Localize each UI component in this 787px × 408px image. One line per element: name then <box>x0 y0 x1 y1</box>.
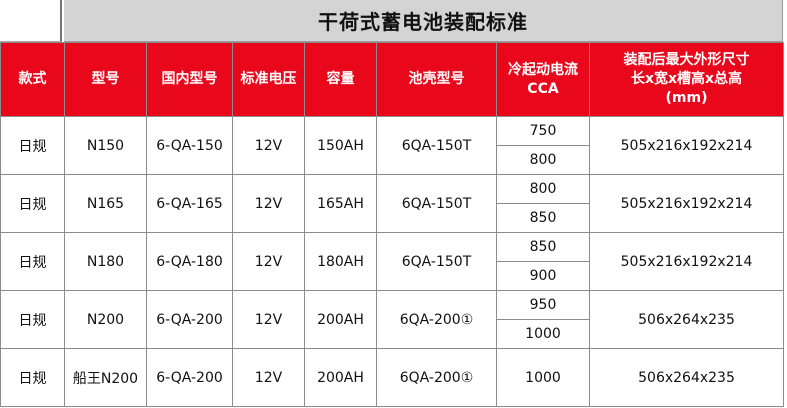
cell-model: N165 <box>64 174 147 233</box>
cell-dims: 505x216x192x214 <box>589 232 784 291</box>
cell-case: 6QA-200① <box>376 290 497 349</box>
cell-cca: 1000 <box>496 348 590 407</box>
header-case-model: 池壳型号 <box>376 42 497 117</box>
cell-cca: 850 <box>496 232 590 262</box>
cell-capacity: 180AH <box>304 232 377 291</box>
cell-capacity: 150AH <box>304 116 377 175</box>
corner-cell <box>0 0 62 42</box>
cell-model: 船王N200 <box>64 348 147 407</box>
table-row: 800 <box>1 145 784 175</box>
cell-capacity: 200AH <box>304 348 377 407</box>
cell-voltage: 12V <box>232 174 305 233</box>
cell-domestic: 6-QA-165 <box>146 174 233 233</box>
cell-cca: 800 <box>496 174 590 204</box>
cell-cca: 750 <box>496 116 590 146</box>
table-row: 日规 N150 6-QA-150 12V 150AH 6QA-150T 750 … <box>0 116 784 175</box>
cell-model: N180 <box>64 232 147 291</box>
cell-cca: 900 <box>496 261 590 291</box>
table-row: 日规 N200 6-QA-200 12V 200AH 6QA-200① 950 … <box>0 290 784 349</box>
cell-cca: 850 <box>496 203 590 233</box>
cell-style: 日规 <box>0 232 65 291</box>
cell-dims: 505x216x192x214 <box>589 116 784 175</box>
cell-voltage: 12V <box>232 348 305 407</box>
cell-model: N150 <box>64 116 147 175</box>
battery-spec-table: 款式 型号 国内型号 标准电压 容量 池壳型号 冷起动电流 CCA 装配后最大外… <box>0 42 784 407</box>
cell-case: 6QA-150T <box>376 232 497 291</box>
header-voltage: 标准电压 <box>232 42 305 117</box>
cell-domestic: 6-QA-150 <box>146 116 233 175</box>
header-domestic-model: 国内型号 <box>146 42 233 117</box>
cell-domestic: 6-QA-200 <box>146 290 233 349</box>
table-row: 日规 船王N200 6-QA-200 12V 200AH 6QA-200① 10… <box>0 348 784 407</box>
cell-voltage: 12V <box>232 290 305 349</box>
header-model: 型号 <box>64 42 147 117</box>
cell-style: 日规 <box>0 348 65 407</box>
cell-cca: 800 <box>496 145 590 175</box>
cell-voltage: 12V <box>232 232 305 291</box>
cell-cca: 1000 <box>496 319 590 349</box>
cell-voltage: 12V <box>232 116 305 175</box>
header-cca: 冷起动电流 CCA <box>496 42 590 117</box>
cell-dims: 506x264x235 <box>589 348 784 407</box>
table-row: 850 <box>1 203 784 233</box>
cell-model: N200 <box>64 290 147 349</box>
cell-dims: 505x216x192x214 <box>589 174 784 233</box>
header-style: 款式 <box>0 42 65 117</box>
cell-domestic: 6-QA-180 <box>146 232 233 291</box>
cell-style: 日规 <box>0 174 65 233</box>
header-row: 款式 型号 国内型号 标准电压 容量 池壳型号 冷起动电流 CCA 装配后最大外… <box>0 42 784 117</box>
table-row: 日规 N165 6-QA-165 12V 165AH 6QA-150T 800 … <box>0 174 784 233</box>
cell-case: 6QA-150T <box>376 116 497 175</box>
header-dimensions: 装配后最大外形尺寸 长x宽x槽高x总高 (mm) <box>589 42 784 117</box>
table-row: 1000 <box>1 319 784 349</box>
cell-dims: 506x264x235 <box>589 290 784 349</box>
cell-style: 日规 <box>0 290 65 349</box>
cell-capacity: 200AH <box>304 290 377 349</box>
table-title: 干荷式蓄电池装配标准 <box>64 0 783 42</box>
cell-cca: 950 <box>496 290 590 320</box>
header-capacity: 容量 <box>304 42 377 117</box>
cell-domestic: 6-QA-200 <box>146 348 233 407</box>
table-row: 日规 N180 6-QA-180 12V 180AH 6QA-150T 850 … <box>0 232 784 291</box>
cell-style: 日规 <box>0 116 65 175</box>
cell-capacity: 165AH <box>304 174 377 233</box>
cell-case: 6QA-150T <box>376 174 497 233</box>
cell-case: 6QA-200① <box>376 348 497 407</box>
